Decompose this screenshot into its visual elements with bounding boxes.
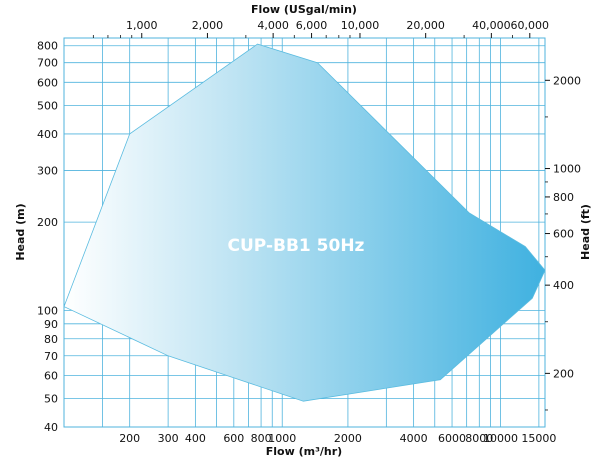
y-axis-title: Head (m) [14,203,27,260]
right-tick-label: 400 [553,279,574,292]
y-tick-label: 300 [37,165,58,178]
x-tick-label: 800 [251,432,272,445]
right-axis-ticks: 200 400 600 800 1000 2000 [545,74,581,411]
operating-envelope [64,43,545,402]
top-tick-label: 40,000 [472,19,511,32]
x-tick-label: 6000 [438,432,466,445]
top-tick-label: 2,000 [192,19,224,32]
x-tick-label: 15000 [521,432,556,445]
right-tick-label: 1000 [553,163,581,176]
top-tick-label: 1,000 [126,19,158,32]
y-tick-label: 600 [37,76,58,89]
right-tick-label: 2000 [553,74,581,87]
y-tick-label: 200 [37,216,58,229]
top-tick-label: 20,000 [406,19,445,32]
y-tick-label: 80 [44,333,58,346]
top-tick-label: 4,000 [257,19,289,32]
top-axis-title: Flow (USgal/min) [251,3,357,16]
y-tick-label: 40 [44,421,58,434]
right-tick-label: 200 [553,367,574,380]
right-tick-label: 800 [553,191,574,204]
y-tick-label: 400 [37,128,58,141]
x-tick-label: 4000 [400,432,428,445]
x-tick-label: 10000 [483,432,518,445]
top-tick-label: 10,000 [341,19,380,32]
y-tick-label: 70 [44,350,58,363]
y-tick-label: 90 [44,318,58,331]
x-tick-label: 200 [119,432,140,445]
x-tick-label: 8000 [465,432,493,445]
top-tick-label: 6,000 [296,19,328,32]
x-tick-label: 600 [223,432,244,445]
x-axis-title: Flow (m³/hr) [266,445,342,458]
y-tick-label: 60 [44,369,58,382]
y-tick-label: 700 [37,57,58,70]
x-tick-label: 1000 [268,432,296,445]
top-tick-label: 60,000 [511,19,550,32]
right-tick-label: 600 [553,228,574,241]
y-tick-label: 50 [44,393,58,406]
y-tick-label: 100 [37,304,58,317]
y-tick-label: 800 [37,40,58,53]
y-tick-label: 500 [37,100,58,113]
top-axis-ticks: 1,000 2,000 4,000 6,000 10,000 20,000 40,000 60… [92,19,550,38]
x-tick-label: 300 [158,432,179,445]
right-axis-title: Head (ft) [579,204,592,260]
plot-frame [63,37,546,428]
envelope-label: CUP-BB1 50Hz [228,236,365,256]
x-tick-label: 400 [185,432,206,445]
x-tick-label: 2000 [334,432,362,445]
